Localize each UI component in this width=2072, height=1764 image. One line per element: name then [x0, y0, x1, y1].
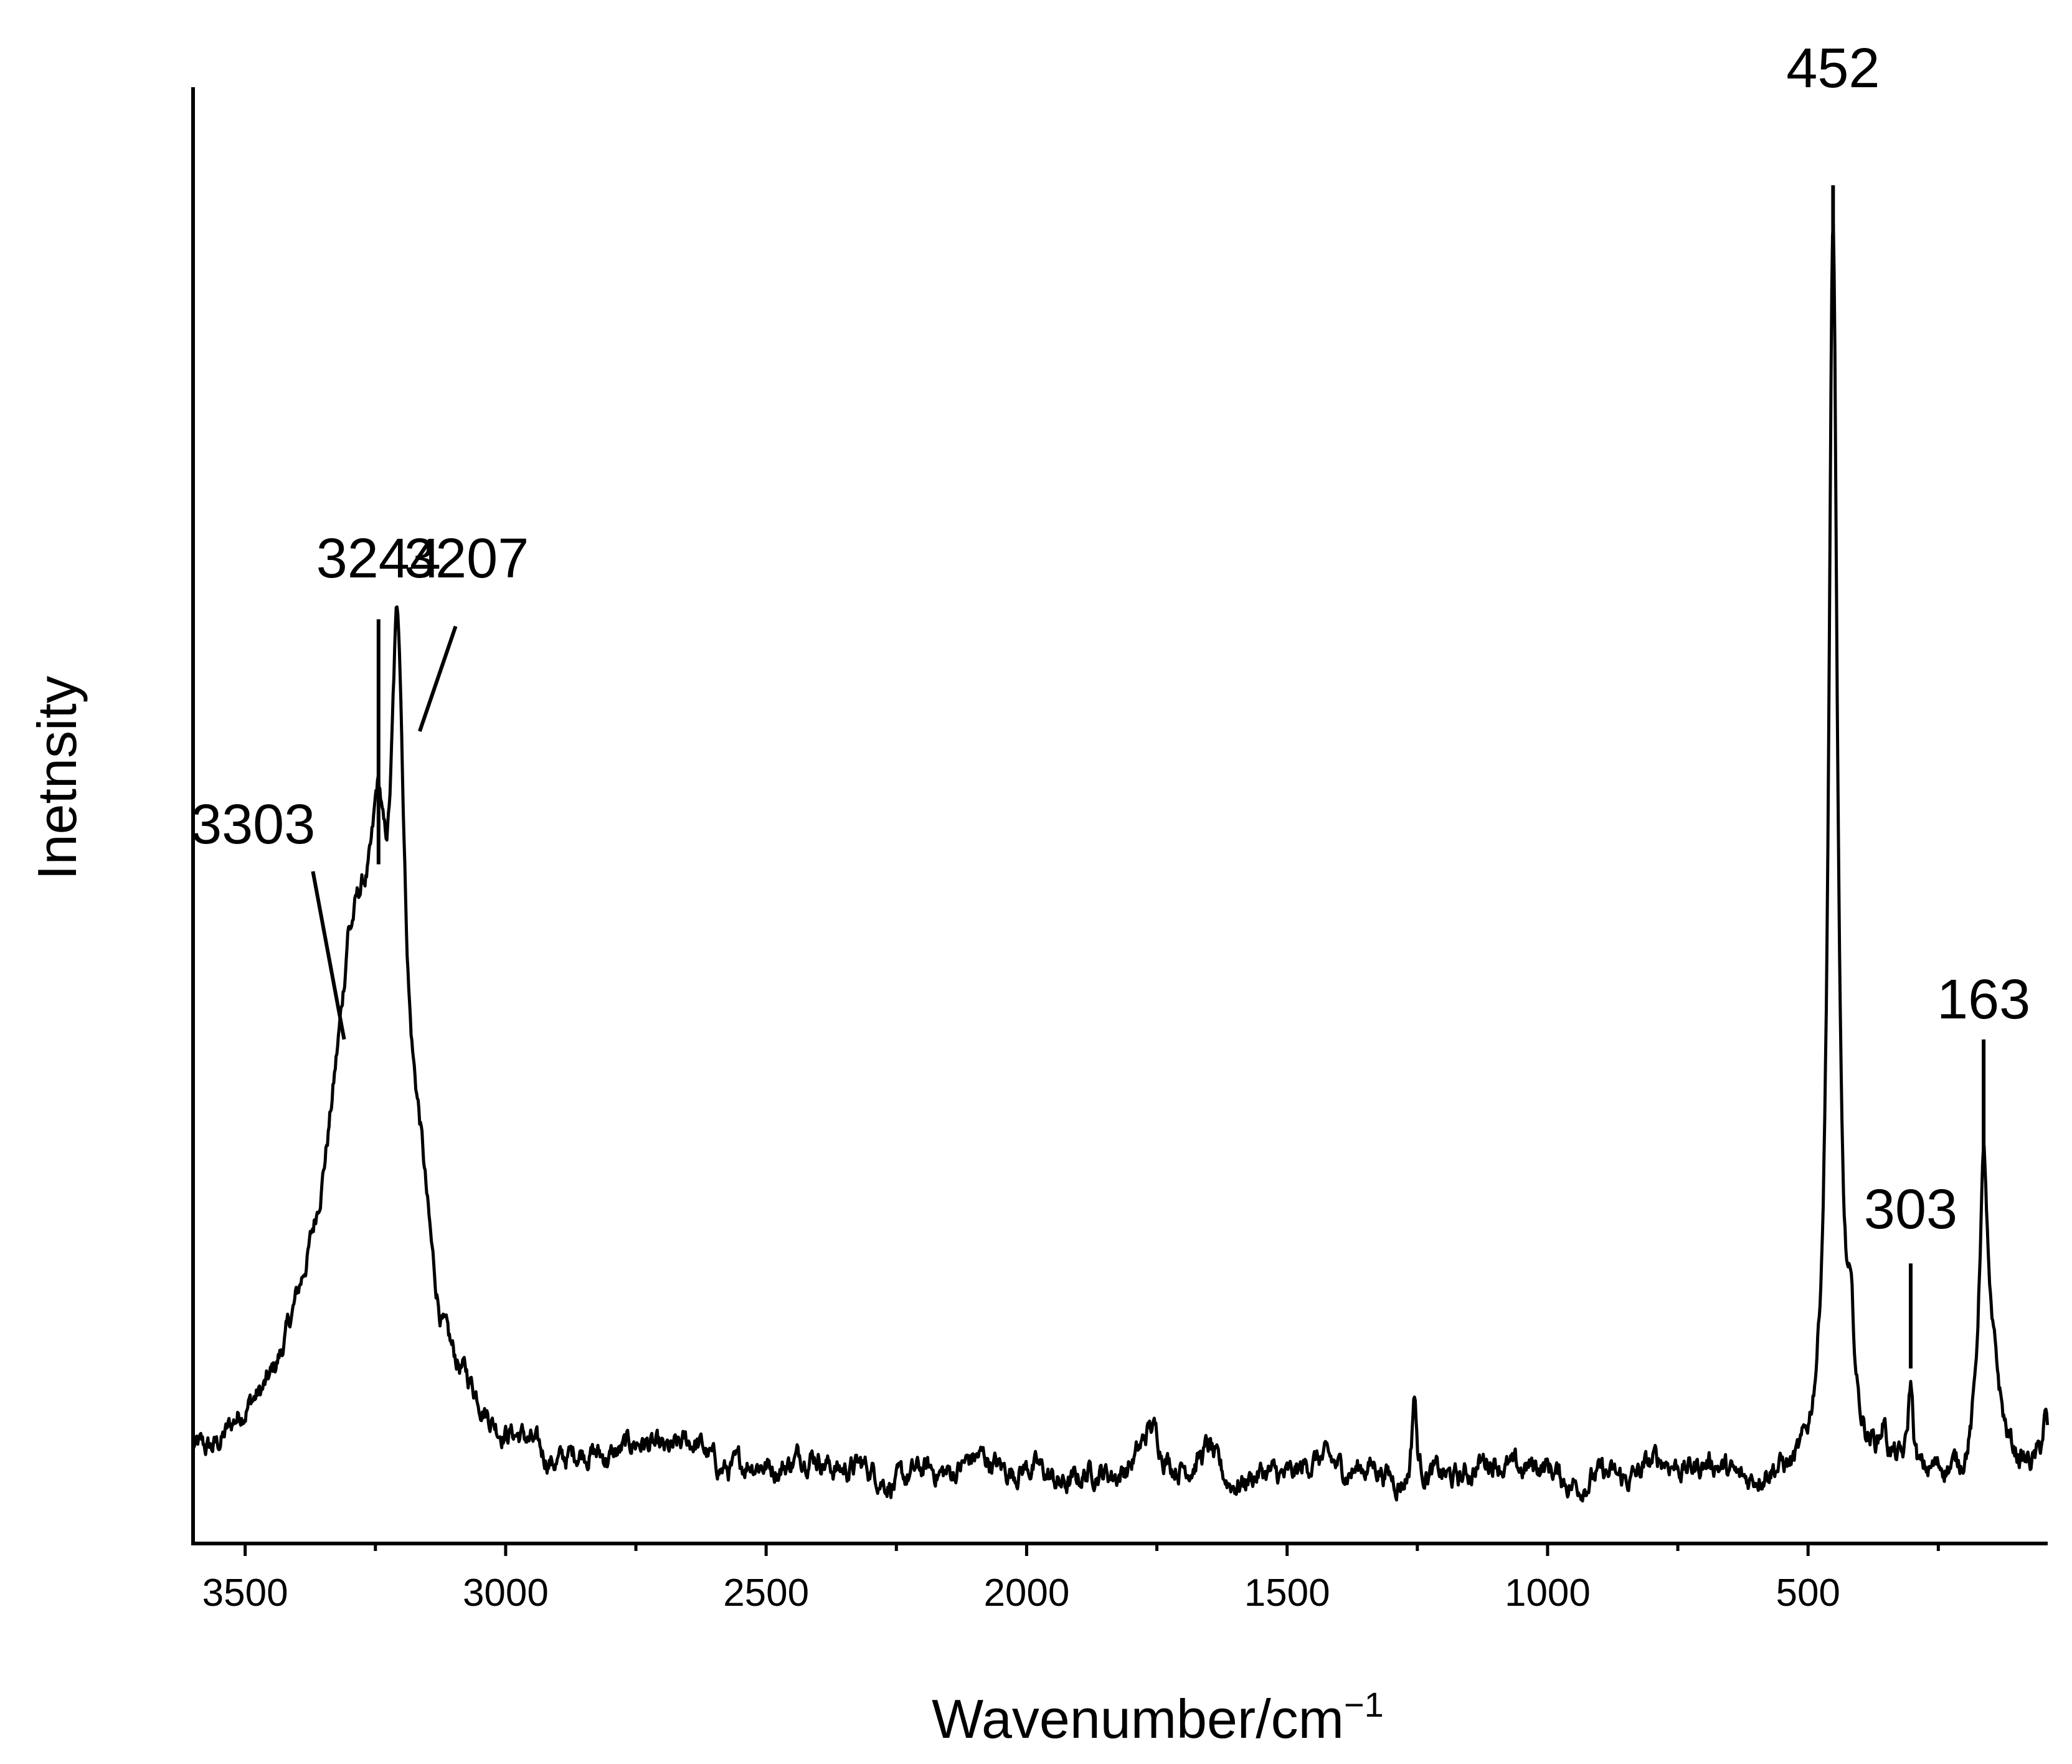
peak-label: 3244: [316, 528, 441, 590]
series-line-spectrum: [191, 222, 2050, 1503]
x-tick-label: 3500: [202, 1572, 288, 1615]
x-tick-label: 500: [1776, 1572, 1840, 1615]
y-axis-label: Inetnsity: [26, 676, 88, 880]
peak-label: 3207: [404, 528, 529, 590]
x-ticks: 3500 3000 2500 2000 1500 1000 500: [202, 1544, 1940, 1615]
x-tick-label: 1000: [1505, 1572, 1591, 1615]
x-tick-label: 2500: [723, 1572, 809, 1615]
annotation-leader-line: [418, 625, 458, 733]
x-axis-label-superscript: −1: [1344, 1685, 1384, 1724]
peak-label: 452: [1786, 37, 1880, 100]
peak-label: 303: [1864, 1178, 1957, 1241]
x-axis-label: Wavenumber/cm−1: [932, 1685, 1384, 1750]
annotation-leader-line: [311, 871, 346, 1040]
peak-label: 3303: [191, 794, 315, 856]
x-tick-label: 1500: [1244, 1572, 1330, 1615]
x-tick-label: 3000: [463, 1572, 549, 1615]
x-axis-label-text: Wavenumber/cm: [932, 1688, 1344, 1750]
x-tick-label: 2000: [983, 1572, 1069, 1615]
peak-label: 163: [1937, 969, 2030, 1031]
